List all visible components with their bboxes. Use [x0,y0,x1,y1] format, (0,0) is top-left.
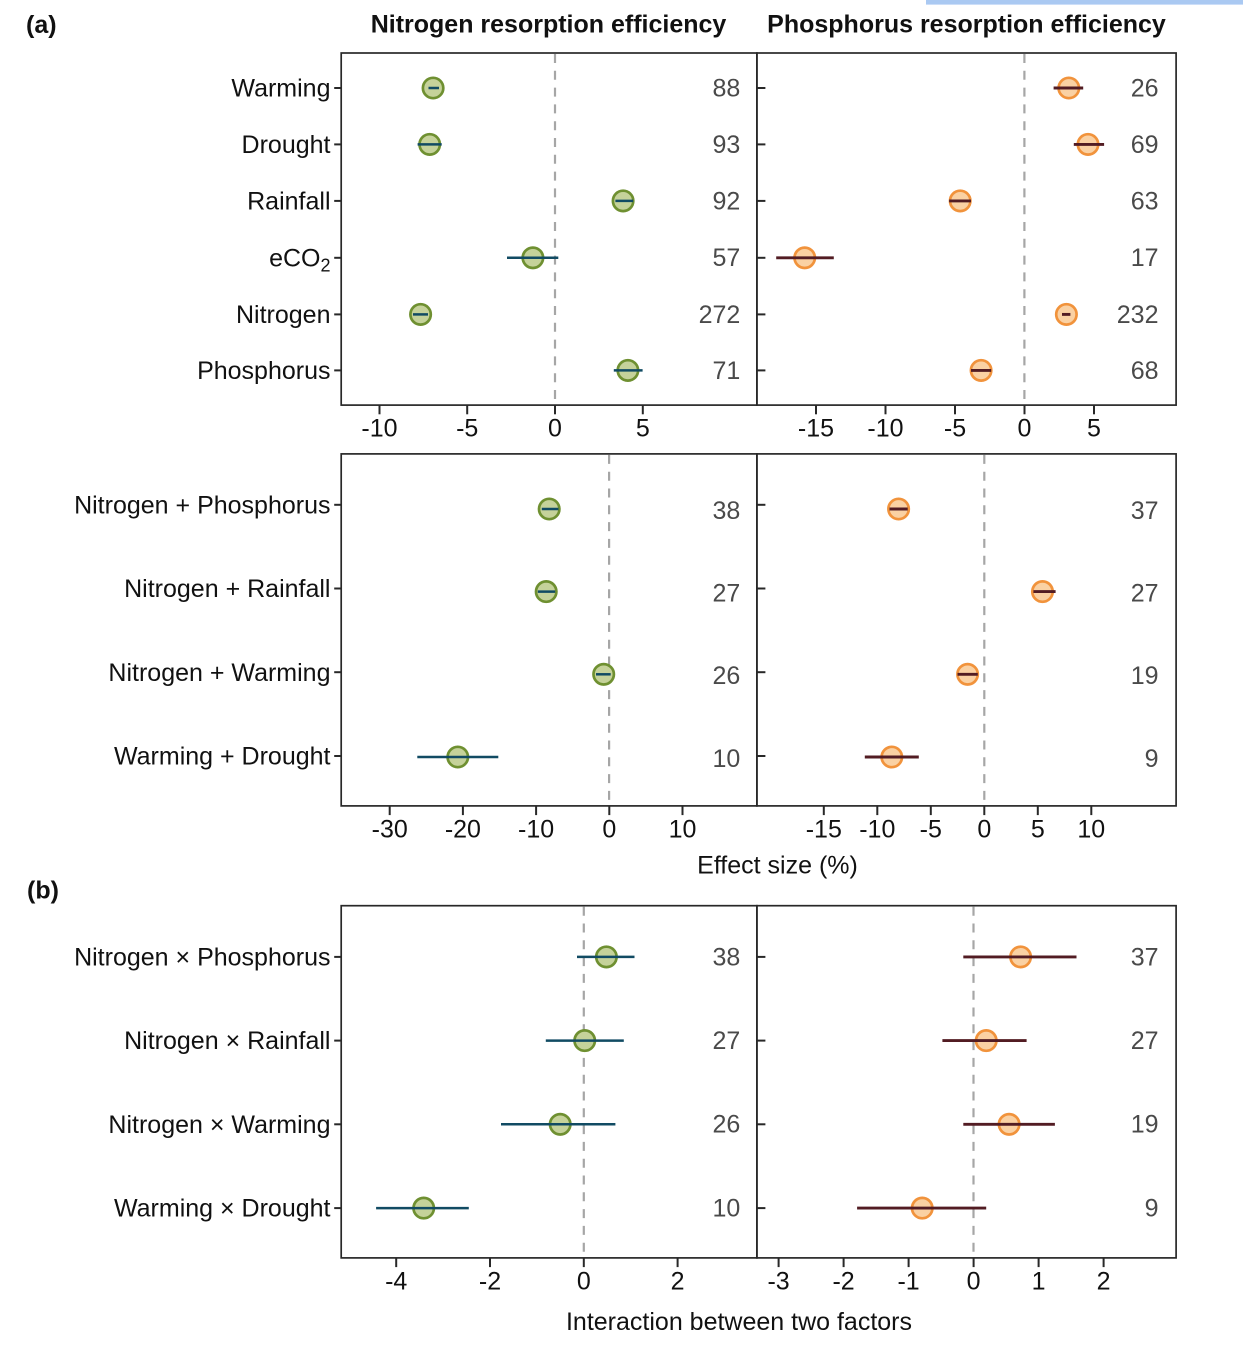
svg-text:Phosphorus: Phosphorus [197,357,330,385]
svg-text:92: 92 [712,187,740,215]
svg-text:10: 10 [712,745,740,773]
svg-text:10: 10 [1077,816,1105,844]
svg-text:-3: -3 [767,1268,789,1296]
svg-text:0: 0 [977,816,991,844]
svg-text:Nitrogen: Nitrogen [236,301,331,329]
svg-text:-4: -4 [385,1268,407,1296]
svg-text:Interaction between two factor: Interaction between two factors [566,1308,912,1336]
svg-text:10: 10 [669,816,697,844]
svg-text:-2: -2 [479,1268,501,1296]
svg-text:-15: -15 [798,415,834,443]
svg-text:71: 71 [712,357,740,385]
svg-text:(a): (a) [26,11,57,39]
svg-text:Warming + Drought: Warming + Drought [114,743,331,771]
svg-text:-5: -5 [944,415,966,443]
svg-text:Rainfall: Rainfall [247,188,330,216]
svg-text:27: 27 [1131,580,1159,608]
svg-text:0: 0 [577,1268,591,1296]
svg-text:Drought: Drought [242,131,331,159]
svg-text:(b): (b) [27,877,59,905]
svg-text:38: 38 [712,497,740,525]
svg-text:2: 2 [1097,1268,1111,1296]
svg-text:19: 19 [1131,662,1159,690]
svg-text:-10: -10 [867,415,903,443]
svg-text:Nitrogen × Phosphorus: Nitrogen × Phosphorus [74,944,330,972]
svg-text:9: 9 [1145,745,1159,773]
svg-text:19: 19 [1131,1111,1159,1139]
svg-text:17: 17 [1131,244,1159,272]
svg-text:68: 68 [1131,357,1159,385]
svg-text:0: 0 [1018,415,1032,443]
svg-text:26: 26 [712,1111,740,1139]
svg-text:57: 57 [712,244,740,272]
svg-text:272: 272 [699,301,741,329]
svg-text:-5: -5 [920,816,942,844]
svg-text:26: 26 [1131,74,1159,102]
svg-text:38: 38 [712,943,740,971]
svg-text:9: 9 [1145,1195,1159,1223]
svg-text:Nitrogen + Warming: Nitrogen + Warming [108,659,330,687]
svg-text:0: 0 [548,415,562,443]
svg-text:Warming: Warming [231,75,330,103]
svg-text:93: 93 [712,131,740,159]
svg-text:5: 5 [1031,816,1045,844]
svg-text:-30: -30 [372,816,408,844]
svg-text:Nitrogen × Warming: Nitrogen × Warming [108,1111,330,1139]
svg-text:-2: -2 [832,1268,854,1296]
svg-text:-10: -10 [859,816,895,844]
svg-text:Nitrogen × Rainfall: Nitrogen × Rainfall [124,1027,330,1055]
svg-text:2: 2 [671,1268,685,1296]
svg-text:Nitrogen + Phosphorus: Nitrogen + Phosphorus [74,491,330,519]
svg-text:37: 37 [1131,943,1159,971]
svg-text:26: 26 [712,662,740,690]
svg-text:5: 5 [636,415,650,443]
svg-text:-15: -15 [806,816,842,844]
svg-text:eCO2: eCO2 [269,244,330,275]
svg-text:Effect size (%): Effect size (%) [697,852,858,880]
svg-text:1: 1 [1032,1268,1046,1296]
svg-text:Nitrogen resorption efficiency: Nitrogen resorption efficiency [371,11,727,39]
svg-text:Phosphorus resorption efficien: Phosphorus resorption efficiency [767,11,1166,39]
svg-text:0: 0 [967,1268,981,1296]
svg-text:-10: -10 [361,415,397,443]
svg-text:63: 63 [1131,187,1159,215]
svg-text:232: 232 [1117,301,1159,329]
svg-text:0: 0 [602,816,616,844]
svg-text:-20: -20 [445,816,481,844]
svg-text:-5: -5 [456,415,478,443]
svg-text:27: 27 [1131,1027,1159,1055]
svg-text:27: 27 [712,580,740,608]
svg-text:10: 10 [712,1195,740,1223]
svg-text:5: 5 [1087,415,1101,443]
svg-text:69: 69 [1131,131,1159,159]
svg-text:37: 37 [1131,497,1159,525]
svg-text:Warming × Drought: Warming × Drought [114,1195,331,1223]
svg-text:88: 88 [712,74,740,102]
svg-text:27: 27 [712,1027,740,1055]
svg-text:Nitrogen + Rainfall: Nitrogen + Rainfall [124,575,330,603]
svg-text:-10: -10 [518,816,554,844]
svg-text:-1: -1 [897,1268,919,1296]
